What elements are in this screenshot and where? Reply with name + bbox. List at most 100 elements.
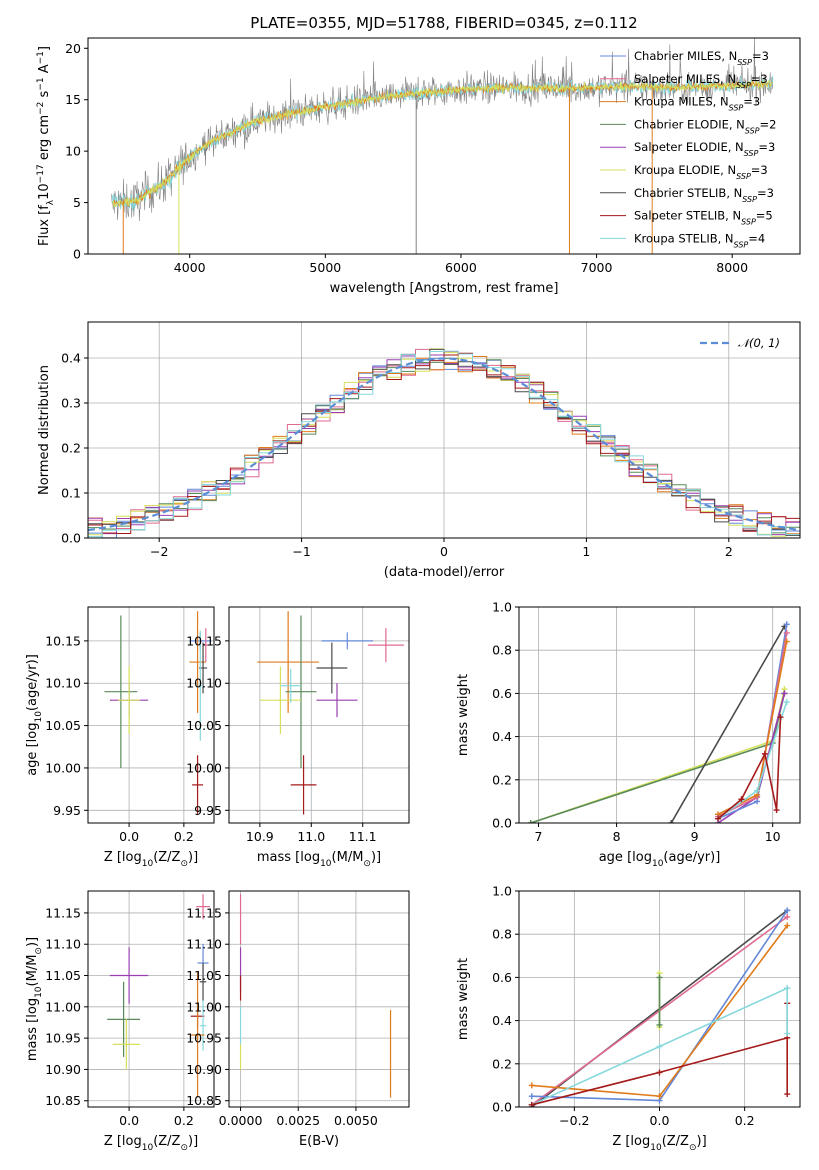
x-axis-label-part: )]	[188, 1134, 198, 1149]
chart-spectrum: PLATE=0355, MJD=51788, FIBERID=0345, z=0…	[36, 14, 801, 296]
y-tick-label: 11.15	[186, 905, 222, 920]
y-tick-label: 11.10	[45, 937, 81, 952]
weight-marker-salpeter_stelib	[715, 815, 722, 822]
legend-part: Kroupa STELIB, N	[634, 231, 734, 245]
x-tick-label: 2	[725, 544, 733, 559]
x-tick-label: 7000	[581, 260, 613, 275]
x-axis-label-part: Z [log	[612, 1134, 650, 1149]
y-tick-label: 10.05	[45, 718, 81, 733]
y-tick-label: 0.8	[492, 927, 512, 942]
y-tick-label: 0.2	[492, 772, 512, 787]
histogram-kroupa_stelib	[88, 350, 800, 538]
y-tick-label: 1.0	[492, 884, 512, 899]
weight-marker-salpeter_stelib	[656, 1069, 663, 1076]
weight-line-chabrier_stelib	[670, 626, 786, 823]
legend-part: Chabrier ELODIE, N	[634, 117, 745, 131]
x-tick-label: 0.0025	[276, 1113, 320, 1128]
plot-area	[88, 348, 800, 538]
x-axis-label-part: mass [log	[257, 850, 320, 865]
legend-part: =3	[751, 163, 768, 177]
plot-area	[110, 38, 774, 254]
y-tick-label: 11.00	[186, 999, 222, 1014]
chart-residuals: 𝒩(0, 1) −2 −1 0 1 2 0.0 0.1 0.2 0.3 0.4 (data-model…	[37, 321, 801, 580]
legend-part: =3	[743, 95, 760, 109]
legend-part: SSP	[734, 240, 749, 249]
x-tick-label: 8	[613, 829, 621, 844]
axes-frame	[87, 890, 215, 1108]
y-tick-label: 9.95	[194, 803, 222, 818]
legend-entry-normal: 𝒩(0, 1)	[738, 336, 780, 350]
weight-marker-chabrier_miles	[784, 907, 791, 914]
y-tick-label: 10.00	[45, 760, 81, 775]
y-tick-label: 15	[65, 92, 81, 107]
chart-title: PLATE=0355, MJD=51788, FIBERID=0345, z=0…	[250, 14, 637, 32]
legend-part: =2	[760, 117, 777, 131]
normal-curve	[88, 357, 800, 532]
legend-entry-kroupa_stelib: Kroupa STELIB, NSSP=4	[634, 231, 765, 249]
legend-entry-kroupa_elodie: Kroupa ELODIE, NSSP=3	[634, 163, 768, 181]
y-tick-label: 11.05	[45, 968, 81, 983]
legend-part: SSP	[744, 149, 759, 158]
y-axis-label-part: erg cm	[37, 115, 52, 164]
y-tick-label: 0.0	[492, 1100, 512, 1115]
y-tick-label: 1.0	[492, 600, 512, 615]
x-axis-label-part: )]	[371, 850, 381, 865]
x-tick-label: 7	[535, 829, 543, 844]
x-axis-label-part: ⊙	[180, 859, 188, 869]
axes-frame	[518, 606, 801, 824]
x-axis-label-part: ⊙	[363, 859, 371, 869]
y-tick-label: 10.10	[186, 676, 222, 691]
x-tick-label: 0.0	[650, 1113, 670, 1128]
x-axis-label-part: 10	[320, 859, 332, 869]
y-tick-label: 0	[73, 247, 81, 262]
x-axis-label-part: 10	[652, 859, 664, 869]
x-axis-label-part: Z [log	[104, 1134, 142, 1149]
weight-marker-kroupa_stelib	[783, 699, 790, 706]
y-axis-label-part: A	[37, 64, 52, 77]
y-tick-label: 20	[65, 41, 81, 56]
y-axis-label: Flux [fλ10−17 erg cm−2 s−1 A−1]	[36, 46, 56, 246]
plot-area	[257, 611, 404, 815]
x-axis-label: age [log10(age/yr)]	[599, 850, 721, 869]
y-tick-label: 10.85	[186, 1093, 222, 1108]
legend-part: Salpeter ELODIE, N	[634, 140, 744, 154]
y-axis-label: mass weight	[456, 958, 471, 1040]
x-tick-label: 10.9	[246, 829, 274, 844]
chart-weight_vs_z: −0.2 0.0 0.2 0.0 0.2 0.4 0.6 0.8 1.0 Z [log10(Z/Z…	[456, 884, 801, 1153]
x-axis-label: mass [log10(M/M⊙)]	[257, 850, 381, 869]
y-tick-label: 10.95	[45, 1031, 81, 1046]
x-axis-label-part: (Z/Z	[153, 1134, 180, 1149]
plot-area	[104, 611, 212, 815]
chart-mass_vs_z: 0.0 0.2 10.85 10.90 10.95 11.00 11.05 11.10 11.1…	[25, 890, 215, 1153]
y-tick-label: 0.1	[61, 486, 81, 501]
weight-marker-kroupa_miles	[656, 1093, 663, 1100]
x-axis-label-part: (Z/Z	[662, 1134, 689, 1149]
weight-marker-kroupa_stelib	[784, 985, 791, 992]
y-tick-label: 10.00	[186, 760, 222, 775]
y-axis-label-part: −1	[36, 51, 46, 64]
weight-marker-chabrier_elodie	[656, 974, 663, 981]
axes-frame	[228, 606, 410, 824]
plot-area	[527, 621, 790, 823]
x-tick-label: 6000	[445, 260, 477, 275]
x-tick-label: 5000	[309, 260, 341, 275]
y-axis-label-part: 10	[34, 711, 44, 723]
x-tick-label: −2	[150, 544, 168, 559]
axes-frame	[228, 890, 410, 1108]
legend-part: SSP	[736, 172, 751, 181]
x-axis-label-part: ⊙	[180, 1143, 188, 1153]
x-tick-label: 0.0050	[334, 1113, 378, 1128]
x-axis-label: Z [log10(Z/Z⊙)]	[612, 1134, 706, 1153]
legend-part: SSP	[736, 80, 751, 89]
weight-marker-kroupa_stelib	[754, 787, 761, 794]
y-axis-label-part: λ	[46, 199, 56, 205]
weight-marker-chabrier_elodie	[656, 1021, 663, 1028]
weight-marker-chabrier_miles	[783, 621, 790, 628]
weight-marker-kroupa_stelib	[784, 1030, 791, 1037]
y-tick-label: 11.15	[45, 905, 81, 920]
weight-marker-kroupa_stelib	[656, 1043, 663, 1050]
x-tick-label: 0.2	[735, 1113, 755, 1128]
legend-part: Kroupa ELODIE, N	[634, 163, 736, 177]
x-axis-label-part: Z [log	[104, 850, 142, 865]
